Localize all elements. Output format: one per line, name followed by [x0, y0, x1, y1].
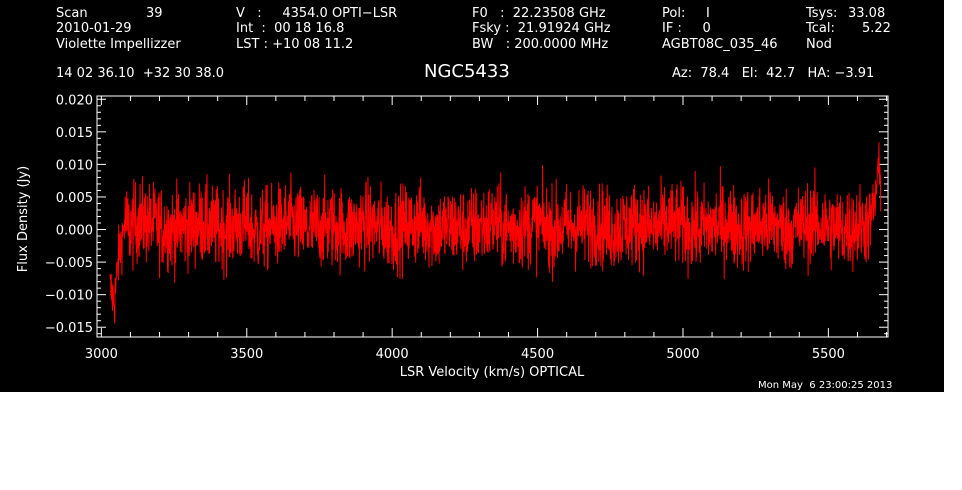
- y-tick-label: −0.010: [45, 289, 93, 304]
- tsys-value: 33.08: [848, 6, 886, 21]
- if-line: IF : 0: [662, 21, 711, 36]
- y-tick-label: 0.015: [56, 126, 93, 141]
- spectrum-trace-group: [109, 142, 882, 324]
- x-tick-label: 3000: [85, 347, 118, 362]
- tsys-label: Tsys:: [806, 6, 838, 21]
- y-tick-label: 0.000: [56, 224, 93, 239]
- tick-labels: 3000 3500 4000 4500 5000 5500 −0.015 −0.010 −0.0…: [45, 93, 845, 362]
- integration-line: Int : 00 18 16.8: [236, 21, 345, 36]
- axis-ticks: [97, 96, 888, 337]
- x-axis-label: LSR Velocity (km/s) OPTICAL: [400, 365, 585, 380]
- sky-frequency-line: Fsky : 21.91924 GHz: [472, 21, 611, 36]
- flux-density-chart: 3000 3500 4000 4500 5000 5500 −0.015 −0.010 −0.0…: [16, 93, 889, 380]
- source-name: NGC5433: [424, 61, 510, 82]
- x-tick-label: 5500: [812, 347, 845, 362]
- spectrum-trace: [109, 142, 882, 324]
- y-tick-label: 0.020: [56, 93, 93, 108]
- tcal-value: 5.22: [862, 21, 891, 36]
- rest-frequency-line: F0 : 22.23508 GHz: [472, 6, 606, 21]
- scan-label: Scan: [56, 6, 88, 21]
- az-el-ha: Az: 78.4 El: 42.7 HA: −3.91: [672, 66, 875, 81]
- y-tick-label: 0.010: [56, 158, 93, 173]
- x-tick-label: 3500: [230, 347, 263, 362]
- plot-frame: [96, 95, 889, 338]
- y-tick-label: −0.015: [45, 321, 93, 336]
- x-tick-label: 5000: [666, 347, 699, 362]
- tcal-label: Tcal:: [806, 21, 835, 36]
- x-tick-label: 4000: [376, 347, 409, 362]
- observation-date: 2010-01-29: [56, 21, 132, 36]
- polarization-line: Pol: I: [662, 6, 710, 21]
- bandwidth-line: BW : 200.0000 MHz: [472, 37, 609, 52]
- observer-name: Violette Impellizzer: [56, 37, 181, 52]
- x-tick-label: 4500: [521, 347, 554, 362]
- project-id: AGBT08C_035_46: [662, 37, 778, 52]
- scan-number: 39: [146, 6, 163, 21]
- velocity-line: V : 4354.0 OPTI−LSR: [236, 6, 398, 21]
- source-coordinates: 14 02 36.10 +32 30 38.0: [56, 66, 225, 81]
- observing-mode: Nod: [806, 37, 832, 52]
- spectrum-panel: Scan 39 2010-01-29 Violette Impellizzer …: [0, 0, 944, 392]
- y-axis-label: Flux Density (Jy): [16, 166, 31, 272]
- y-tick-label: −0.005: [45, 256, 93, 271]
- plot-timestamp: Mon May 6 23:00:25 2013: [758, 380, 893, 391]
- lst-line: LST : +10 08 11.2: [236, 37, 354, 52]
- y-tick-label: 0.005: [56, 191, 93, 206]
